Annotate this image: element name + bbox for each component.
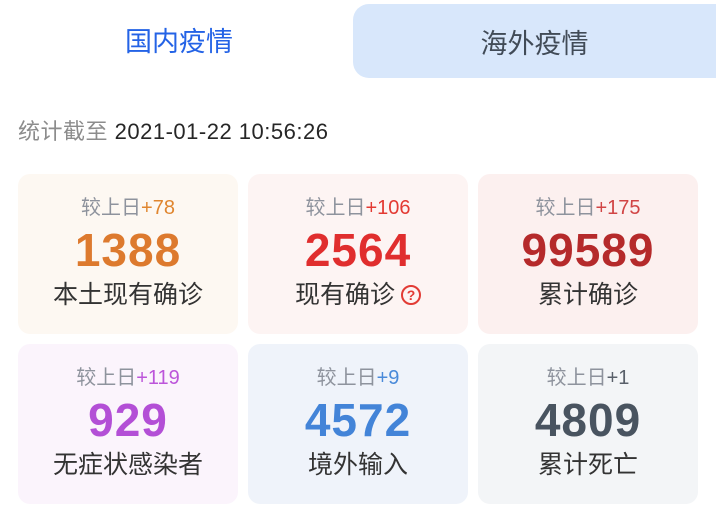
tab-domestic[interactable]: 国内疫情	[0, 0, 358, 78]
delta-prefix: 较上日	[546, 366, 607, 389]
delta-line: 较上日+1	[547, 368, 630, 388]
delta-line: 较上日+175	[535, 198, 640, 218]
stat-card-imported: 较上日+9 4572 境外输入	[248, 344, 468, 504]
delta-prefix: 较上日	[535, 196, 596, 219]
delta-value: +175	[595, 196, 641, 219]
stat-value: 1388	[74, 223, 182, 276]
stats-timestamp: 统计截至 2021-01-22 10:56:26	[0, 78, 716, 146]
tab-overseas[interactable]: 海外疫情	[353, 4, 716, 78]
stat-value: 99589	[521, 223, 655, 276]
delta-prefix: 较上日	[81, 196, 142, 219]
delta-prefix: 较上日	[76, 366, 137, 389]
tab-domestic-label: 国内疫情	[125, 26, 233, 57]
timestamp-prefix: 统计截至	[18, 119, 109, 144]
stat-label: 现有确诊 ?	[295, 280, 421, 310]
stat-card-total-confirmed: 较上日+175 99589 累计确诊	[478, 174, 698, 334]
delta-value: +106	[365, 196, 411, 219]
stat-label: 境外输入	[308, 450, 408, 480]
delta-value: +1	[606, 366, 630, 389]
delta-line: 较上日+78	[81, 198, 175, 218]
stat-label-text: 境外输入	[307, 451, 408, 480]
stat-value: 929	[88, 393, 168, 446]
delta-value: +119	[136, 366, 180, 389]
delta-line: 较上日+106	[305, 198, 410, 218]
stat-label: 无症状感染者	[53, 450, 203, 480]
stat-card-asymptomatic: 较上日+119 929 无症状感染者	[18, 344, 238, 504]
delta-value: +9	[376, 366, 400, 389]
stat-label-text: 累计确诊	[537, 281, 638, 310]
stat-label-text: 累计死亡	[537, 451, 638, 480]
stats-grid: 较上日+78 1388 本土现有确诊 较上日+106 2564 现有确诊 ? 较…	[18, 174, 698, 504]
stat-value: 4572	[304, 393, 412, 446]
stat-card-deaths: 较上日+1 4809 累计死亡	[478, 344, 698, 504]
stat-label: 本土现有确诊	[53, 280, 203, 310]
stat-card-current-confirmed: 较上日+106 2564 现有确诊 ?	[248, 174, 468, 334]
stat-label-text: 无症状感染者	[52, 451, 203, 480]
delta-prefix: 较上日	[305, 196, 366, 219]
timestamp-value: 2021-01-22 10:56:26	[114, 119, 329, 144]
delta-line: 较上日+9	[317, 368, 400, 388]
question-mark-icon[interactable]: ?	[401, 285, 421, 306]
stat-value: 2564	[304, 223, 412, 276]
stat-label-text: 现有确诊	[294, 281, 395, 310]
delta-value: +78	[141, 196, 175, 219]
epidemic-tab-bar: 国内疫情 海外疫情	[0, 0, 716, 78]
stat-card-local-confirmed: 较上日+78 1388 本土现有确诊	[18, 174, 238, 334]
delta-line: 较上日+119	[76, 368, 180, 388]
stat-value: 4809	[534, 393, 642, 446]
tab-overseas-label: 海外疫情	[480, 28, 589, 59]
stat-label: 累计死亡	[538, 450, 638, 480]
delta-prefix: 较上日	[316, 366, 377, 389]
stat-label: 累计确诊	[538, 280, 638, 310]
stat-label-text: 本土现有确诊	[52, 281, 203, 310]
